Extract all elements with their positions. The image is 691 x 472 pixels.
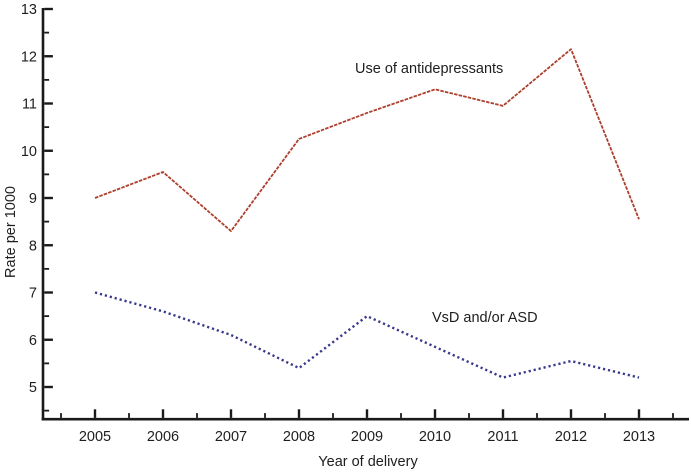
x-tick-label: 2008 [283, 429, 315, 445]
y-tick-label: 13 [21, 2, 37, 18]
x-tick-label: 2006 [147, 429, 179, 445]
x-tick-label: 2009 [351, 429, 383, 445]
x-tick-label: 2005 [79, 429, 111, 445]
series-label-antidepressants: Use of antidepressants [355, 61, 504, 77]
series-line-vsd-and-or-asd [94, 291, 640, 379]
y-tick-label: 7 [29, 286, 37, 302]
x-tick-label: 2007 [215, 429, 247, 445]
y-tick-label: 10 [21, 144, 37, 160]
series-label-vsd-asd: VsD and/or ASD [432, 310, 538, 326]
x-tick-label: 2013 [623, 429, 655, 445]
y-tick-label: 12 [21, 49, 37, 65]
y-axis-title: Rate per 1000 [2, 186, 19, 278]
y-tick-label: 11 [22, 97, 37, 113]
y-tick-label: 8 [29, 238, 37, 254]
y-tick-label: 5 [29, 380, 37, 396]
x-axis-title: Year of delivery [318, 453, 418, 470]
series-line-use-of-antidepressants [94, 48, 640, 232]
x-tick-label: 2010 [419, 429, 451, 445]
x-tick-label: 2011 [487, 429, 518, 445]
x-tick-label: 2012 [555, 429, 587, 445]
y-tick-label: 9 [29, 191, 37, 207]
y-tick-label: 6 [29, 333, 37, 349]
